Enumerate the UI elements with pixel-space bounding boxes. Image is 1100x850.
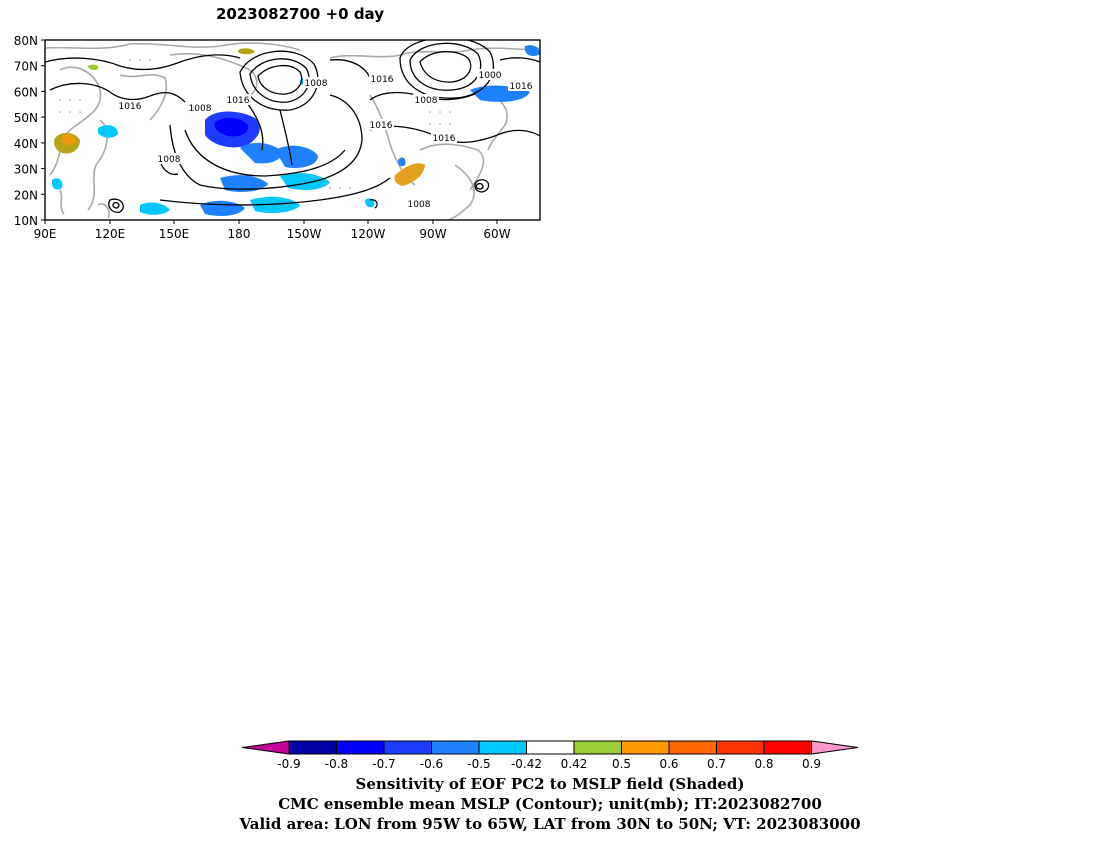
longitude-labels: 90E 120E 150E 180 150W 120W 90W 60W [34,227,511,241]
caption-line-2: CMC ensemble mean MSLP (Contour); unit(m… [278,795,822,813]
contour-label: 1008 [305,79,328,89]
stipple-dots [59,59,451,189]
lon-label: 120W [351,227,386,241]
colorbar-tick-label: 0.7 [707,757,726,771]
lon-label: 90E [34,227,57,241]
colorbar-box [716,740,765,755]
colorbar-box [431,740,480,755]
colorbar-box [573,740,622,755]
lon-label: 90W [419,227,446,241]
colorbar-tick-label: -0.8 [325,757,348,771]
contour-label: 1016 [371,75,394,85]
map-panel: 1016 1008 1016 1008 1016 1000 1016 1008 … [14,34,541,241]
lon-label: 60W [483,227,510,241]
colorbar-tick-label: 0.6 [659,757,678,771]
contour-label: 1016 [370,121,393,131]
contour-label: 1008 [158,155,181,165]
colorbar-box [621,740,670,755]
lat-label: 80N [14,34,38,48]
colorbar-tick-label: 0.8 [754,757,773,771]
caption-line-3: Valid area: LON from 95W to 65W, LAT fro… [239,815,861,833]
contour-label: 1016 [227,96,250,106]
contour-label: 1016 [510,82,533,92]
colorbar-box [336,740,385,755]
lon-label: 180 [228,227,251,241]
contour-label: 1016 [433,134,456,144]
latitude-labels: 80N 70N 60N 50N 40N 30N 20N 10N [14,34,38,228]
axis-ticks [41,39,498,224]
colorbar-tick-label: -0.9 [277,757,300,771]
lon-label: 120E [95,227,126,241]
colorbar-min-arrow [241,740,290,755]
colorbar-box [288,740,337,755]
contour-label: 1016 [119,102,142,112]
colorbar-tick-label: 0.9 [802,757,821,771]
lat-label: 70N [14,60,38,74]
lon-label: 150W [287,227,322,241]
colorbar-box [668,740,717,755]
contour-label: 1008 [415,96,438,106]
colorbar-box [478,740,527,755]
sensitivity-shading [52,45,540,216]
colorbar-tick-label: -0.42 [511,757,542,771]
lat-label: 30N [14,163,38,177]
colorbar-tick-label: -0.5 [467,757,490,771]
colorbar-tick-label: -0.6 [420,757,443,771]
colorbar-box [763,740,812,755]
colorbar-box [383,740,432,755]
colorbar-tick-label: 0.5 [612,757,631,771]
lat-label: 20N [14,188,38,202]
caption-line-1: Sensitivity of EOF PC2 to MSLP field (Sh… [355,775,745,793]
lat-label: 10N [14,214,38,228]
lat-label: 60N [14,85,38,99]
positive-shading [54,48,425,186]
colorbar-boxes [241,740,859,755]
contour-label: 1008 [408,200,431,210]
lat-label: 40N [14,137,38,151]
colorbar-max-arrow [811,740,859,755]
lon-label: 150E [159,227,190,241]
lat-label: 50N [14,111,38,125]
colorbar-box [526,740,575,755]
colorbar-tick-label: -0.7 [372,757,395,771]
contour-label: 1008 [189,104,212,114]
plot-title: 2023082700 +0 day [216,5,384,23]
contour-labels: 1016 1008 1016 1008 1016 1000 1016 1008 … [117,69,534,210]
contour-label: 1000 [479,71,502,81]
colorbar-tick-label: 0.42 [561,757,588,771]
colorbar-tick-labels: -0.9 -0.8 -0.7 -0.6 -0.5 -0.42 0.42 0.5 0.6 0.7 0.… [277,757,821,771]
